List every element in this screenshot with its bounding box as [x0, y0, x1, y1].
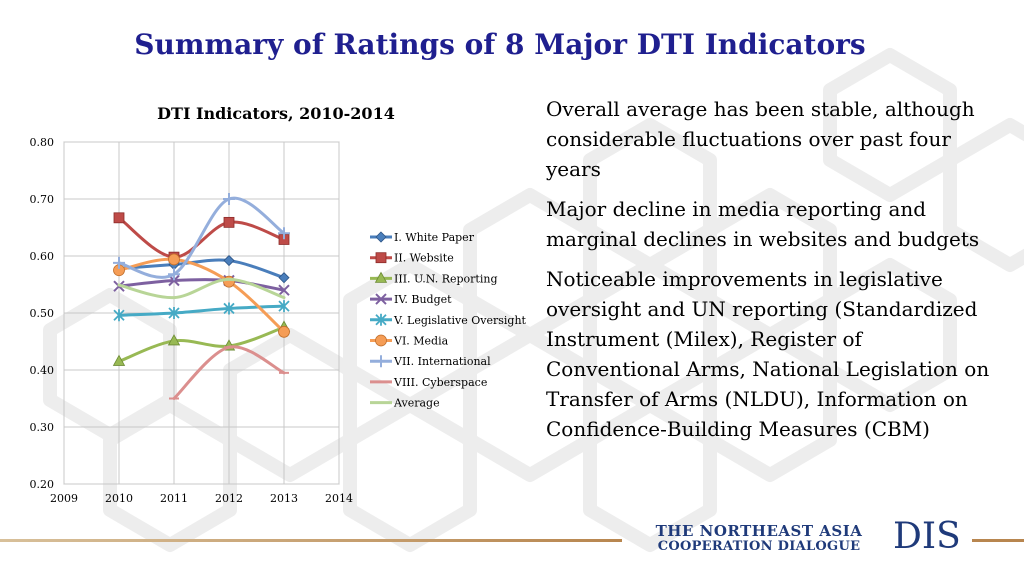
legend-marker: [375, 355, 387, 368]
legend-entry: VI. Media: [393, 335, 449, 348]
data-point: [168, 268, 180, 281]
data-point: [278, 272, 290, 284]
data-point: [112, 354, 126, 366]
data-point: [223, 254, 235, 267]
x-tick-label: 2013: [270, 492, 298, 505]
series-line-1: [117, 258, 286, 280]
series-line-4: [117, 278, 286, 292]
data-point: [223, 275, 235, 288]
data-point: [168, 253, 180, 266]
series-line-6: [117, 257, 286, 334]
legend-entry: II. Website: [394, 252, 454, 265]
legend-entry: Average: [393, 397, 440, 410]
data-point: [278, 325, 290, 338]
legend-entry: VII. International: [393, 355, 491, 368]
legend-marker: [375, 293, 387, 305]
legend-entry: VIII. Cyberspace: [393, 376, 487, 389]
x-tick-label: 2011: [160, 492, 188, 505]
y-tick-label: 0.70: [30, 193, 55, 206]
data-point: [223, 302, 235, 315]
data-point: [168, 307, 180, 319]
org-name-line: COOPERATION DIALOGUE: [657, 539, 861, 554]
footer-divider: [972, 539, 1024, 542]
org-name-line: THE NORTHEAST ASIA: [655, 522, 863, 540]
legend-entry: V. Legislative Oversight: [393, 314, 527, 327]
y-tick-label: 0.30: [30, 421, 55, 434]
data-point: [113, 256, 125, 269]
y-tick-label: 0.50: [30, 307, 55, 320]
data-point: [278, 300, 290, 313]
x-tick-label: 2009: [50, 492, 78, 505]
bullet-item: Overall average has been stable, althoug…: [546, 97, 975, 181]
series-line-2: [117, 216, 286, 259]
organization-logo-text: THE NORTHEAST ASIA COOPERATION DIALOGUE: [628, 522, 890, 555]
slide-title: Summary of Ratings of 8 Major DTI Indica…: [134, 28, 866, 61]
legend-marker: [375, 231, 387, 243]
bullet-item: Noticeable improvements in legislative o…: [546, 267, 990, 441]
legend-entry: III. U.N. Reporting: [394, 272, 497, 285]
data-point: [223, 193, 235, 205]
chart-title: DTI Indicators, 2010-2014: [157, 104, 395, 123]
bullet-list: Overall average has been stable, althoug…: [546, 94, 996, 454]
x-tick-label: 2012: [215, 492, 243, 505]
y-tick-label: 0.60: [30, 250, 55, 263]
y-tick-label: 0.40: [30, 364, 55, 377]
legend-marker: [375, 334, 387, 347]
legend-entry: IV. Budget: [394, 293, 452, 306]
data-point: [167, 334, 181, 346]
series-line-7: [117, 196, 286, 279]
x-tick-label: 2014: [325, 492, 353, 505]
bullet-item: Major decline in media reporting and mar…: [546, 197, 980, 251]
organization-abbreviation: DIS: [893, 516, 961, 557]
y-tick-label: 0.20: [30, 478, 55, 491]
legend-marker: [375, 313, 387, 326]
data-point: [278, 227, 290, 240]
data-point: [113, 309, 125, 322]
series-line-9: [117, 277, 286, 300]
footer-divider: [0, 539, 622, 542]
series-line-3: [117, 325, 286, 363]
x-tick-label: 2010: [105, 492, 133, 505]
data-point: [278, 284, 290, 296]
legend-marker: [374, 271, 388, 283]
legend-entry: I. White Paper: [394, 231, 475, 244]
data-point: [223, 216, 235, 228]
line-chart: 0.20 0.30 0.40 0.50 0.60 0.70 0.80 2009 2010 2011…: [30, 136, 527, 505]
data-point: [113, 212, 125, 224]
legend-marker: [375, 252, 387, 264]
y-tick-label: 0.80: [30, 136, 55, 149]
